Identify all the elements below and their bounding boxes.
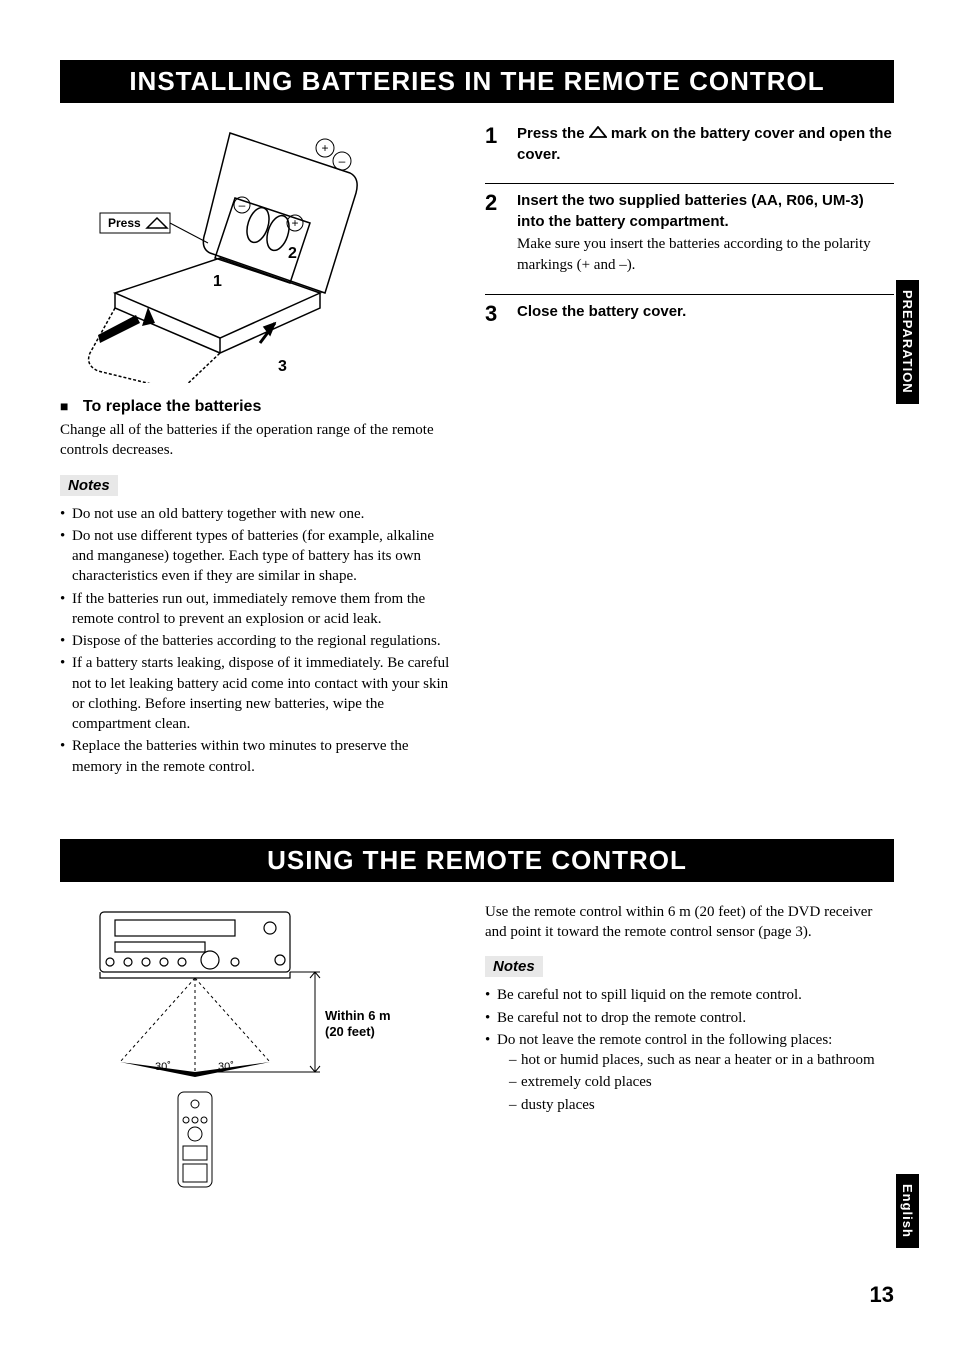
press-label: Press [108, 216, 141, 230]
step-number: 1 [485, 123, 505, 165]
notes-label-2: Notes [485, 956, 543, 977]
section2-left-column: Within 6 m (20 feet) 30˚ 30˚ [60, 902, 455, 1207]
note-item: Do not leave the remote control in the f… [485, 1030, 894, 1115]
svg-text:2: 2 [288, 245, 297, 262]
note-item: Do not use different types of batteries … [60, 526, 455, 587]
section1-body: + – – + Press 1 2 [60, 123, 894, 779]
step-3: 3 Close the battery cover. [485, 294, 894, 327]
note-item: If a battery starts leaking, dispose of … [60, 653, 455, 734]
step-3-bold: Close the battery cover. [517, 301, 894, 322]
distance-label-line2: (20 feet) [325, 1024, 375, 1039]
section-title-using: USING THE REMOTE CONTROL [60, 839, 894, 882]
square-bullet-icon: ■ [60, 398, 68, 414]
page-number: 13 [870, 1282, 894, 1308]
note-item: If the batteries run out, immediately re… [60, 589, 455, 630]
note-item: Replace the batteries within two minutes… [60, 736, 455, 777]
svg-text:3: 3 [278, 358, 287, 375]
notes-label-1: Notes [60, 475, 118, 496]
sub-note-item: hot or humid places, such as near a heat… [509, 1050, 894, 1070]
section1-right-column: 1 Press the mark on the battery cover an… [485, 123, 894, 779]
note-item: Dispose of the batteries according to th… [60, 631, 455, 651]
note-item: Be careful not to spill liquid on the re… [485, 985, 894, 1005]
svg-text:–: – [239, 198, 246, 212]
section2-body: Within 6 m (20 feet) 30˚ 30˚ Use the rem… [60, 902, 894, 1207]
side-tab-preparation: PREPARATION [896, 280, 919, 404]
section2-intro: Use the remote control within 6 m (20 fe… [485, 902, 894, 943]
section-title-installing: INSTALLING BATTERIES IN THE REMOTE CONTR… [60, 60, 894, 103]
svg-text:+: + [321, 141, 328, 155]
side-tab-english: English [896, 1174, 919, 1248]
replace-batteries-heading: ■ To replace the batteries [60, 398, 455, 416]
svg-text:1: 1 [213, 273, 222, 290]
step-2-text: Make sure you insert the batteries accor… [517, 234, 894, 276]
step-number: 2 [485, 190, 505, 276]
step-2-bold: Insert the two supplied batteries (AA, R… [517, 190, 894, 232]
step-number: 3 [485, 301, 505, 327]
replace-batteries-text: Change all of the batteries if the opera… [60, 420, 455, 461]
step-1: 1 Press the mark on the battery cover an… [485, 123, 894, 165]
step-2: 2 Insert the two supplied batteries (AA,… [485, 183, 894, 276]
step-1-text: Press the mark on the battery cover and … [517, 125, 892, 163]
svg-text:–: – [339, 154, 346, 168]
remote-usage-diagram: Within 6 m (20 feet) 30˚ 30˚ [60, 902, 455, 1202]
battery-install-diagram: + – – + Press 1 2 [60, 123, 455, 383]
distance-label-line1: Within 6 m [325, 1008, 391, 1023]
notes-list-1: Do not use an old battery together with … [60, 504, 455, 777]
angle-right: 30˚ [218, 1061, 234, 1073]
sub-note-item: extremely cold places [509, 1072, 894, 1092]
replace-heading-text: To replace the batteries [83, 398, 261, 415]
angle-left: 30˚ [155, 1061, 171, 1073]
section1-left-column: + – – + Press 1 2 [60, 123, 455, 779]
sub-note-item: dusty places [509, 1095, 894, 1115]
sub-notes-list: hot or humid places, such as near a heat… [509, 1050, 894, 1115]
svg-text:+: + [291, 216, 298, 230]
notes-list-2: Be careful not to spill liquid on the re… [485, 985, 894, 1115]
triangle-mark-icon [589, 126, 607, 138]
note-item: Do not use an old battery together with … [60, 504, 455, 524]
section2-right-column: Use the remote control within 6 m (20 fe… [485, 902, 894, 1207]
note-item: Be careful not to drop the remote contro… [485, 1008, 894, 1028]
